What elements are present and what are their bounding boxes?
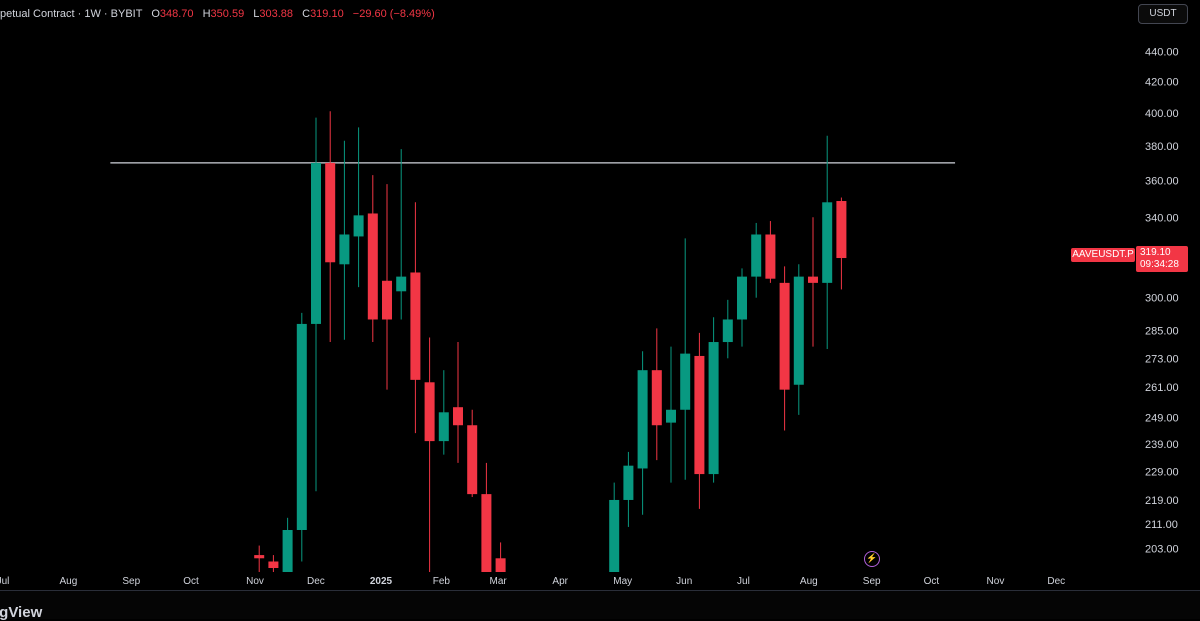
candle-body xyxy=(779,282,790,390)
time-tick-label: Sep xyxy=(863,576,881,587)
time-tick-label: Oct xyxy=(924,576,940,587)
price-tick-label: 300.00 xyxy=(1145,293,1179,305)
ohlc-legend: petual Contract · 1W · BYBIT O348.70 H35… xyxy=(0,6,435,22)
open-label: O xyxy=(151,8,160,20)
candle-body xyxy=(793,276,804,385)
time-tick-label: Nov xyxy=(987,576,1005,587)
candle-body xyxy=(708,342,719,475)
candle-body xyxy=(296,323,307,530)
time-tick-label: Nov xyxy=(246,576,264,587)
high-label: H xyxy=(202,8,211,20)
candle-body xyxy=(666,409,676,423)
candle-body xyxy=(609,499,620,572)
time-tick-label: May xyxy=(613,576,632,587)
time-tick-label: Mar xyxy=(490,576,508,587)
candle-body xyxy=(424,382,435,442)
price-tick-label: 340.00 xyxy=(1145,212,1179,224)
candle-body xyxy=(353,215,364,237)
candle-body xyxy=(836,201,847,259)
candle-body xyxy=(254,555,265,559)
time-tick-label: Jul xyxy=(737,576,750,587)
open-value: 348.70 xyxy=(159,8,194,20)
low-value: 303.88 xyxy=(259,8,294,20)
time-axis-background xyxy=(0,572,1200,590)
time-tick-label: Jul xyxy=(0,576,9,587)
price-tick-label: 273.00 xyxy=(1145,353,1179,365)
bar-countdown: 09:34:28 xyxy=(1140,259,1179,270)
time-tick-label: Jun xyxy=(676,576,692,587)
candle-body xyxy=(637,370,648,469)
time-tick-label: 2025 xyxy=(370,576,393,587)
last-price-label: 319.10 09:34:28 xyxy=(1136,246,1188,272)
symbol-title: petual Contract · 1W · BYBIT xyxy=(0,8,143,20)
candle-body xyxy=(623,465,634,500)
high-value: 350.59 xyxy=(210,8,245,20)
last-price-value: 319.10 xyxy=(1140,247,1171,258)
candle-body xyxy=(382,280,392,320)
candle-body xyxy=(282,529,293,572)
candle-body xyxy=(722,319,733,343)
brand-logo-text: ngView xyxy=(0,604,43,621)
price-tick-label: 285.00 xyxy=(1145,326,1179,338)
price-tick-label: 219.00 xyxy=(1145,495,1179,507)
symbol-price-label: AAVEUSDT.P xyxy=(1071,248,1135,262)
candle-body xyxy=(808,276,818,283)
candle-body xyxy=(453,407,463,426)
candle-body xyxy=(438,412,449,442)
time-tick-label: Oct xyxy=(183,576,199,587)
price-tick-label: 211.00 xyxy=(1145,519,1178,531)
price-tick-label: 380.00 xyxy=(1145,141,1179,153)
time-tick-label: Apr xyxy=(552,576,568,587)
candle-body xyxy=(396,276,407,292)
price-tick-label: 229.00 xyxy=(1145,466,1179,478)
price-tick-label: 360.00 xyxy=(1145,176,1179,188)
price-tick-label: 440.00 xyxy=(1145,47,1179,59)
low-label: L xyxy=(253,8,260,20)
candle-body xyxy=(410,272,421,380)
time-tick-label: Dec xyxy=(307,576,325,587)
candle-body xyxy=(651,370,662,426)
candle-body xyxy=(737,276,747,320)
close-value: 319.10 xyxy=(310,8,344,20)
candle-body xyxy=(325,162,336,263)
candle-body xyxy=(467,425,478,495)
close-label: C xyxy=(302,8,311,20)
price-tick-label: 400.00 xyxy=(1145,108,1179,120)
candle-body xyxy=(765,234,776,279)
time-tick-label: Aug xyxy=(800,576,818,587)
candle-body xyxy=(268,561,279,568)
candle-body xyxy=(481,494,492,572)
lightning-icon[interactable]: ⚡ xyxy=(864,551,880,567)
price-chart[interactable]: 440.00420.00400.00380.00360.00340.00320.… xyxy=(0,0,1200,590)
time-tick-label: Aug xyxy=(59,576,77,587)
candle-body xyxy=(495,558,506,572)
price-tick-label: 239.00 xyxy=(1145,439,1179,451)
price-tick-label: 261.00 xyxy=(1145,382,1179,394)
candle-body xyxy=(694,355,705,475)
price-tick-label: 420.00 xyxy=(1145,76,1179,88)
candle-body xyxy=(367,213,378,320)
candle-body xyxy=(339,234,350,265)
price-tick-label: 249.00 xyxy=(1145,412,1179,424)
price-tick-label: 203.00 xyxy=(1145,544,1179,556)
change-value: −29.60 (−8.49%) xyxy=(352,8,435,20)
footer-bar: ngView xyxy=(0,590,1200,621)
candle-body xyxy=(311,162,321,324)
candle-body xyxy=(822,202,833,283)
time-tick-label: Sep xyxy=(122,576,140,587)
time-tick-label: Feb xyxy=(433,576,451,587)
candle-body xyxy=(751,234,762,277)
currency-button[interactable]: USDT xyxy=(1138,4,1188,24)
time-tick-label: Dec xyxy=(1047,576,1065,587)
candle-body xyxy=(680,353,691,410)
